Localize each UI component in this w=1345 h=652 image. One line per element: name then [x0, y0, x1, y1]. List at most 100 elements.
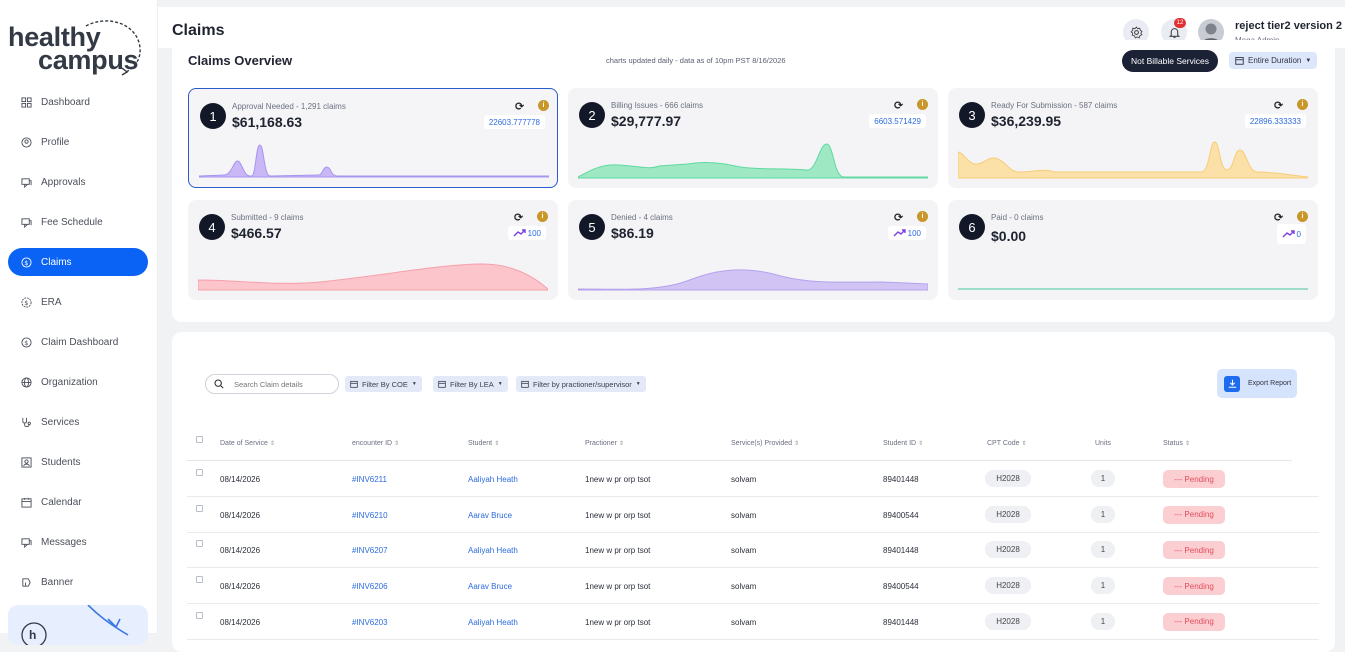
sidebar-item-calendar[interactable]: Calendar	[8, 488, 148, 516]
sort-icon: ⇕	[918, 441, 924, 447]
date-of-service: 08/14/2026	[220, 510, 261, 520]
encounter-id-link[interactable]: #INV6206	[352, 582, 388, 592]
claims-overview-panel: Claims Overview charts updated daily - d…	[172, 40, 1335, 322]
sidebar-item-era[interactable]: $ ERA	[8, 288, 148, 316]
card-badge-value: 22603.777778	[488, 117, 540, 127]
row-checkbox[interactable]	[196, 576, 203, 584]
overview-card[interactable]: 1 Approval Needed - 1,291 claims $61,168.6…	[188, 88, 558, 188]
search-box[interactable]	[205, 374, 339, 394]
sidebar-item-approvals[interactable]: Approvals	[8, 168, 148, 196]
info-icon[interactable]: i	[1297, 211, 1308, 222]
sidebar-promo-card[interactable]: h	[8, 605, 148, 645]
encounter-id-link[interactable]: #INV6207	[352, 546, 388, 556]
logo-arc-icon	[85, 20, 141, 76]
student-link[interactable]: Aaliyah Heath	[468, 617, 518, 627]
card-sparkline-chart	[578, 269, 928, 291]
student-link[interactable]: Aarav Bruce	[468, 582, 513, 592]
student-id: 89401448	[883, 546, 919, 556]
encounter-id-link[interactable]: #INV6210	[352, 510, 388, 520]
overview-card[interactable]: 3 Ready For Submission - 587 claims $36,23…	[948, 88, 1318, 188]
refresh-icon[interactable]: ⟳	[1274, 212, 1284, 224]
status-badge[interactable]: --- Pending	[1163, 612, 1225, 631]
status-badge[interactable]: --- Pending	[1163, 505, 1225, 524]
svg-text:$: $	[24, 298, 28, 306]
student-link[interactable]: Aaliyah Heath	[468, 546, 518, 556]
sidebar-item-fee-schedule[interactable]: Fee Schedule	[8, 208, 148, 236]
refresh-icon[interactable]: ⟳	[514, 212, 524, 224]
column-header[interactable]: Date of Service ⇕	[220, 440, 275, 447]
encounter-id-link[interactable]: #INV6203	[352, 617, 388, 627]
status-badge[interactable]: --- Pending	[1163, 470, 1225, 488]
column-header[interactable]: Units	[1095, 440, 1111, 447]
status-badge[interactable]: --- Pending	[1163, 577, 1225, 596]
card-sparkline-chart	[578, 143, 928, 179]
refresh-icon[interactable]: ⟳	[894, 100, 904, 112]
refresh-icon[interactable]: ⟳	[515, 101, 525, 113]
info-icon[interactable]: i	[917, 211, 928, 222]
filter-dropdown[interactable]: Filter By COE ▼	[345, 376, 422, 392]
column-header[interactable]: Student ⇕	[468, 440, 499, 447]
overview-card[interactable]: 4 Submitted - 9 claims $466.57 ⟳ i 100	[188, 200, 558, 300]
card-badge: 6603.571429	[869, 114, 926, 128]
user-name[interactable]: reject tier2 version 2	[1235, 20, 1343, 32]
status-badge[interactable]: --- Pending	[1163, 541, 1225, 560]
column-header[interactable]: CPT Code ⇕	[987, 440, 1027, 447]
duration-dropdown[interactable]: Entire Duration ▼	[1229, 52, 1318, 69]
sort-icon: ⇕	[618, 441, 624, 447]
student-id: 89400544	[883, 582, 919, 592]
chat-icon	[20, 216, 33, 229]
filter-dropdown[interactable]: Filter by practioner/supervisor ▼	[516, 376, 646, 392]
cpt-code-chip: H2028	[985, 505, 1031, 523]
sidebar-item-students[interactable]: Students	[8, 448, 148, 476]
sidebar-item-banner[interactable]: Banner	[8, 568, 148, 596]
not-billable-services-button[interactable]: Not Billable Services	[1122, 50, 1218, 72]
card-sparkline-chart	[958, 288, 1308, 290]
column-header[interactable]: Status ⇕	[1163, 440, 1190, 447]
sidebar-item-claim-dashboard[interactable]: $ Claim Dashboard	[8, 328, 148, 356]
sidebar-item-label: Dashboard	[41, 96, 90, 108]
row-checkbox[interactable]	[196, 504, 203, 512]
info-icon[interactable]: i	[1297, 99, 1308, 110]
info-icon[interactable]: i	[917, 99, 928, 110]
column-header[interactable]: encounter ID ⇕	[352, 440, 399, 447]
select-all-checkbox[interactable]	[196, 436, 203, 443]
sidebar-item-profile[interactable]: Profile	[8, 128, 148, 156]
sidebar-item-organization[interactable]: Organization	[8, 368, 148, 396]
refresh-icon[interactable]: ⟳	[1274, 100, 1284, 112]
sidebar-item-label: Services	[41, 416, 80, 428]
sidebar-item-label: Calendar	[41, 496, 82, 508]
student-link[interactable]: Aarav Bruce	[468, 510, 513, 520]
encounter-id-link[interactable]: #INV6211	[352, 475, 387, 484]
sidebar-item-services[interactable]: Services	[8, 408, 148, 436]
card-badge-value: 0	[1296, 229, 1301, 239]
sidebar-item-claims[interactable]: $ Claims	[8, 248, 148, 276]
search-input[interactable]	[234, 379, 324, 389]
row-divider	[187, 531, 1319, 533]
card-badge-value: 100	[907, 228, 921, 238]
column-header[interactable]: Service(s) Provided ⇕	[731, 440, 799, 447]
sidebar-item-dashboard[interactable]: Dashboard	[8, 88, 148, 116]
column-header-label: Date of Service	[220, 440, 268, 447]
student-link[interactable]: Aaliyah Heath	[468, 475, 518, 484]
info-icon[interactable]: i	[537, 211, 548, 222]
card-label: Submitted - 9 claims	[231, 213, 304, 222]
column-header[interactable]: Student ID ⇕	[883, 440, 923, 447]
column-header[interactable]: Practioner ⇕	[585, 440, 624, 447]
sidebar-item-messages[interactable]: Messages	[8, 528, 148, 556]
overview-card[interactable]: 2 Billing Issues - 666 claims $29,777.97 ⟳ i…	[568, 88, 938, 188]
overview-card[interactable]: 6 Paid - 0 claims $0.00 ⟳ i 0	[948, 200, 1318, 300]
row-checkbox[interactable]	[196, 540, 203, 548]
row-checkbox[interactable]	[196, 469, 203, 476]
filter-dropdown[interactable]: Filter By LEA ▼	[433, 376, 508, 392]
export-report-button[interactable]: Export Report	[1217, 369, 1297, 398]
info-icon[interactable]: i	[538, 100, 549, 111]
healthy-campus-logo[interactable]: healthy campus	[8, 18, 153, 78]
units-chip: 1	[1091, 541, 1115, 559]
overview-card[interactable]: 5 Denied - 4 claims $86.19 ⟳ i 100	[568, 200, 938, 300]
row-checkbox[interactable]	[196, 611, 203, 619]
student-icon	[20, 456, 33, 469]
practioner: 1new w pr orp tsot	[585, 475, 651, 484]
overview-title: Claims Overview	[188, 53, 293, 68]
column-header-label: Units	[1095, 440, 1111, 447]
refresh-icon[interactable]: ⟳	[894, 212, 904, 224]
